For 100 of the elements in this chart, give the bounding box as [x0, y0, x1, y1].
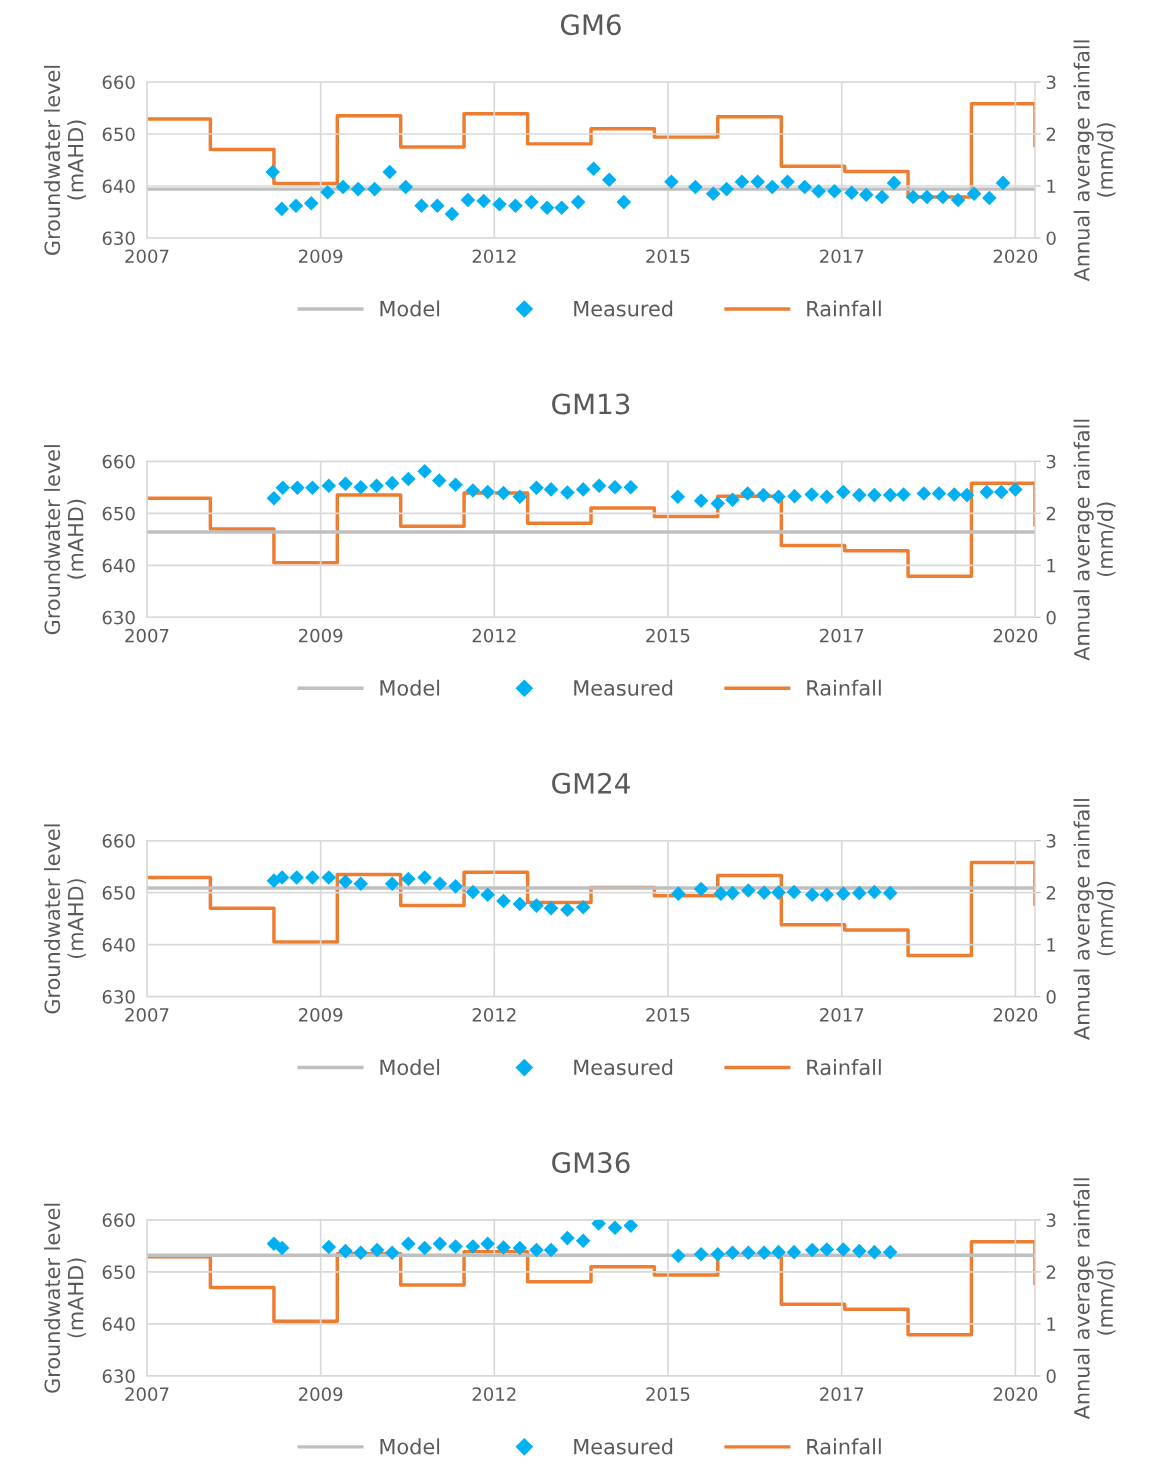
legend-label: Rainfall — [807, 300, 881, 317]
point — [398, 179, 414, 195]
x-tick-label: 2012 — [472, 628, 516, 643]
x-tick-label: 2009 — [298, 1008, 343, 1022]
point — [496, 485, 511, 501]
point — [819, 489, 835, 504]
y2-tick-label: 0 — [1046, 610, 1056, 625]
point — [305, 480, 320, 496]
point — [710, 1246, 726, 1262]
x-tick-label: 2017 — [820, 1008, 864, 1022]
point — [607, 1220, 623, 1235]
point — [492, 196, 507, 212]
point — [496, 893, 511, 909]
x-tick-label: 2015 — [646, 628, 690, 643]
point — [480, 887, 495, 902]
point — [786, 884, 802, 900]
point — [713, 886, 729, 901]
point — [560, 1230, 575, 1246]
point — [543, 482, 559, 497]
point — [382, 164, 398, 180]
point — [369, 1242, 385, 1258]
point — [734, 174, 750, 190]
point — [335, 179, 351, 195]
point — [1008, 482, 1023, 497]
point — [882, 885, 898, 901]
point — [664, 174, 679, 190]
point — [601, 172, 617, 188]
point — [401, 471, 416, 487]
y2-tick-label: 0 — [1046, 1369, 1056, 1384]
chart-title: GM6 — [560, 14, 621, 36]
point — [827, 183, 842, 199]
y-tick-label: 650 — [102, 886, 135, 900]
y2-tick-label: 3 — [1046, 454, 1056, 469]
point — [570, 194, 586, 210]
point — [586, 161, 601, 177]
legend-label: Rainfall — [807, 1438, 881, 1455]
y-axis-title: Groundwater level (mAHD) — [44, 824, 86, 1014]
y2-tick-label: 2 — [1046, 886, 1056, 900]
point — [265, 164, 280, 180]
point — [693, 1246, 709, 1262]
point — [401, 1236, 416, 1252]
point — [670, 489, 686, 504]
y-tick-label: 660 — [102, 75, 135, 90]
point — [543, 900, 559, 916]
y-tick-label: 660 — [102, 834, 135, 848]
y-axis-title: Groundwater level (mAHD) — [44, 65, 86, 255]
y-tick-label: 630 — [102, 1369, 135, 1384]
point — [719, 181, 734, 197]
y2-tick-label: 3 — [1046, 75, 1056, 90]
point — [771, 1244, 786, 1260]
y-axis-title: Groundwater level (mAHD) — [44, 445, 86, 635]
point — [288, 198, 304, 214]
y-tick-label: 630 — [102, 990, 135, 1004]
point — [353, 1245, 369, 1260]
point — [725, 492, 740, 508]
point — [350, 181, 366, 197]
point — [705, 186, 721, 202]
point — [266, 1236, 282, 1252]
point — [289, 870, 304, 885]
y2-tick-label: 1 — [1047, 559, 1056, 573]
y2-tick-label: 2 — [1046, 127, 1056, 141]
point — [367, 181, 382, 197]
point — [448, 879, 463, 894]
x-tick-label: 2012 — [472, 1387, 516, 1401]
y-tick-label: 640 — [102, 1317, 135, 1332]
point — [338, 874, 353, 889]
point — [353, 876, 369, 892]
y-tick-label: 630 — [102, 610, 135, 625]
point — [575, 482, 591, 497]
point — [851, 487, 867, 503]
point — [414, 198, 429, 214]
point — [384, 475, 400, 491]
point — [448, 477, 463, 492]
point — [591, 478, 607, 494]
x-tick-label: 2017 — [820, 249, 864, 264]
point — [432, 876, 448, 892]
point — [919, 189, 935, 205]
y-tick-label: 650 — [102, 506, 135, 521]
point — [959, 487, 975, 503]
point — [725, 1245, 740, 1260]
point — [688, 179, 703, 195]
point — [591, 1219, 606, 1231]
point — [819, 887, 835, 902]
point — [560, 485, 575, 500]
legend-label: Model — [380, 679, 440, 696]
x-tick-label: 2009 — [298, 1387, 343, 1401]
point — [886, 175, 902, 191]
chart-title: GM13 — [552, 393, 630, 415]
point — [786, 1244, 802, 1260]
point — [804, 487, 819, 502]
point — [836, 886, 851, 901]
point — [771, 489, 786, 504]
point — [693, 881, 709, 897]
point — [338, 1243, 353, 1259]
point — [882, 1244, 898, 1260]
y2-axis-title: Annual average rainfall (mm/d) — [1073, 40, 1116, 282]
point — [950, 192, 966, 208]
legend-label: Model — [380, 300, 440, 317]
point — [303, 195, 319, 211]
point — [512, 489, 528, 504]
